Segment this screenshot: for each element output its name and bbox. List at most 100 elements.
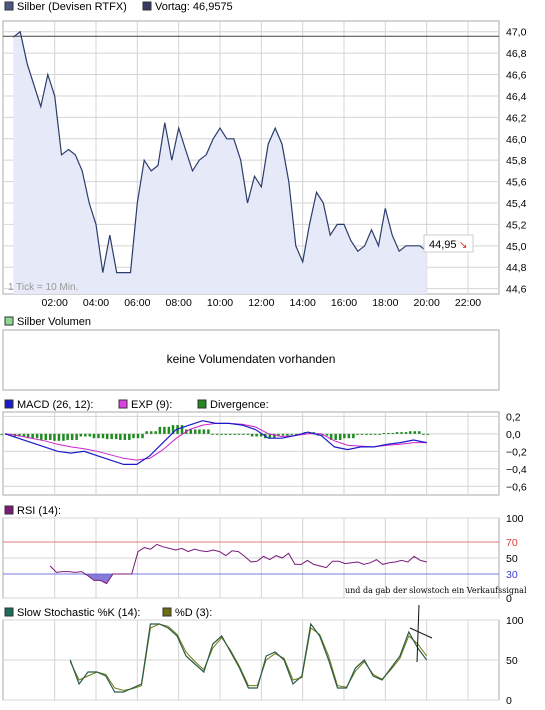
divergence-bar — [40, 433, 43, 440]
divergence-bar — [360, 433, 364, 435]
divergence-bar — [141, 433, 144, 439]
rsi-y-tick-label: 50 — [506, 553, 518, 565]
rsi-oversold-fill — [50, 574, 427, 584]
macd-y-tick-label: 0,2 — [506, 411, 521, 423]
svg-text:%D (3):: %D (3): — [175, 607, 212, 619]
divergence-bar — [128, 433, 131, 440]
divergence-bar — [49, 433, 52, 440]
price-x-tick-label: 22:00 — [455, 297, 481, 309]
macd-y-tick-label: −0,6 — [506, 481, 527, 493]
svg-text:Vortag: 46,9575: Vortag: 46,9575 — [155, 1, 233, 13]
rsi-y-tick-label: 0 — [506, 593, 512, 605]
macd-y-tick-label: −0,2 — [506, 446, 527, 458]
divergence-bar — [312, 432, 316, 434]
rsi-annotation: und da gab der slowstoch ein Verkaufssig… — [345, 586, 527, 595]
divergence-bar — [92, 433, 96, 439]
divergence-bar — [136, 433, 140, 439]
price-y-tick-label: 46,4 — [506, 91, 527, 103]
divergence-bar — [259, 433, 263, 437]
svg-text:MACD (26, 12):: MACD (26, 12): — [17, 399, 93, 411]
divergence-bar — [220, 433, 223, 435]
divergence-bar — [97, 433, 100, 439]
divergence-bar — [426, 433, 430, 435]
divergence-bar — [373, 433, 377, 435]
divergence-bar — [352, 433, 355, 439]
price-y-tick-label: 45,8 — [506, 155, 527, 167]
divergence-bar — [356, 433, 359, 435]
divergence-bar — [31, 433, 34, 439]
price-y-tick-label: 46,2 — [506, 112, 527, 124]
divergence-bar — [242, 433, 245, 435]
divergence-bar — [62, 433, 65, 441]
divergence-bar — [171, 425, 175, 434]
rsi-y-tick-label: 30 — [506, 569, 518, 581]
divergence-bar — [246, 433, 250, 435]
stochastic-panel: 100 50 0 — [2, 604, 524, 707]
price-line — [12, 30, 428, 274]
divergence-bar — [110, 433, 113, 440]
divergence-bar — [79, 433, 83, 437]
no-volume-message: keine Volumendaten vorhanden — [167, 352, 336, 366]
last-price-box — [423, 234, 474, 253]
macd-y-axis: 0,2 0,0 −0,2 −0,4 −0,6 — [506, 411, 527, 493]
stochastic-y-axis: 100 50 0 — [506, 615, 524, 707]
price-y-tick-label: 45,0 — [506, 241, 527, 253]
divergence-bar — [114, 433, 118, 440]
price-x-tick-label: 02:00 — [42, 297, 68, 309]
divergence-bar — [53, 433, 56, 441]
svg-text:Divergence:: Divergence: — [210, 399, 269, 411]
svg-text:EXP (9):: EXP (9): — [131, 399, 172, 411]
divergence-bar — [193, 429, 197, 434]
divergence-bar — [417, 431, 421, 434]
macd-plot-frame — [2, 411, 500, 496]
divergence-bar — [180, 425, 184, 434]
divergence-bar — [101, 433, 105, 439]
svg-text:Slow Stochastic %K (14):: Slow Stochastic %K (14): — [17, 607, 141, 619]
divergence-bar — [391, 432, 395, 434]
divergence-bar — [294, 433, 298, 435]
stochastic-k-line — [69, 622, 428, 693]
divergence-bar — [145, 431, 148, 434]
price-x-axis: 02:00 04:00 06:00 08:00 10:00 12:00 14:00 16:00… — [42, 297, 482, 309]
divergence-bar — [408, 431, 412, 434]
stochastic-y-tick-label: 100 — [506, 615, 524, 627]
svg-text:RSI (14):: RSI (14): — [17, 505, 61, 517]
divergence-bar — [154, 431, 157, 434]
divergence-bar — [343, 433, 346, 439]
divergence-bar — [290, 433, 293, 435]
divergence-bar — [198, 429, 201, 434]
hand-drawn-marker-line — [416, 604, 420, 663]
divergence-bar — [400, 432, 403, 434]
divergence-bar — [66, 433, 69, 440]
divergence-bar — [18, 433, 21, 437]
legend-rsi: RSI (14): — [4, 505, 61, 517]
divergence-bar — [404, 432, 408, 434]
price-y-tick-label: 46,8 — [506, 48, 527, 60]
price-y-tick-label: 44,6 — [506, 284, 527, 296]
price-x-tick-label: 20:00 — [414, 297, 440, 309]
divergence-bar — [84, 433, 87, 437]
divergence-bar — [70, 433, 74, 440]
macd-panel: 0,2 0,0 −0,2 −0,4 −0,6 — [0, 411, 527, 496]
svg-text:Silber Volumen: Silber Volumen — [17, 316, 91, 328]
divergence-bar — [286, 433, 289, 436]
tick-note: 1 Tick = 10 Min. — [8, 282, 78, 293]
divergence-bar — [158, 426, 162, 434]
divergence-bar — [202, 429, 206, 434]
rsi-panel: 100 70 50 30 0 und da gab der slowstoch ein … — [2, 513, 527, 605]
hand-drawn-marker-cross — [409, 627, 433, 639]
divergence-bar — [88, 433, 92, 437]
price-y-tick-label: 45,2 — [506, 219, 527, 231]
divergence-bar — [167, 426, 171, 434]
price-y-axis: 47,0 46,8 46,6 46,4 46,2 46,0 45,8 45,6 45,4 45,2… — [506, 27, 527, 296]
divergence-bar — [211, 433, 214, 435]
divergence-bar — [26, 433, 30, 439]
divergence-bar — [75, 433, 78, 440]
price-panel: 47,0 46,8 46,6 46,4 46,2 46,0 45,8 45,6 45,4 45,2… — [2, 20, 527, 309]
volume-plot-frame — [2, 329, 500, 391]
rsi-y-tick-label: 70 — [506, 537, 518, 549]
legend-stochastic: Slow Stochastic %K (14): %D (3): — [4, 607, 212, 619]
divergence-bar — [395, 432, 399, 434]
divergence-bar — [44, 433, 48, 440]
